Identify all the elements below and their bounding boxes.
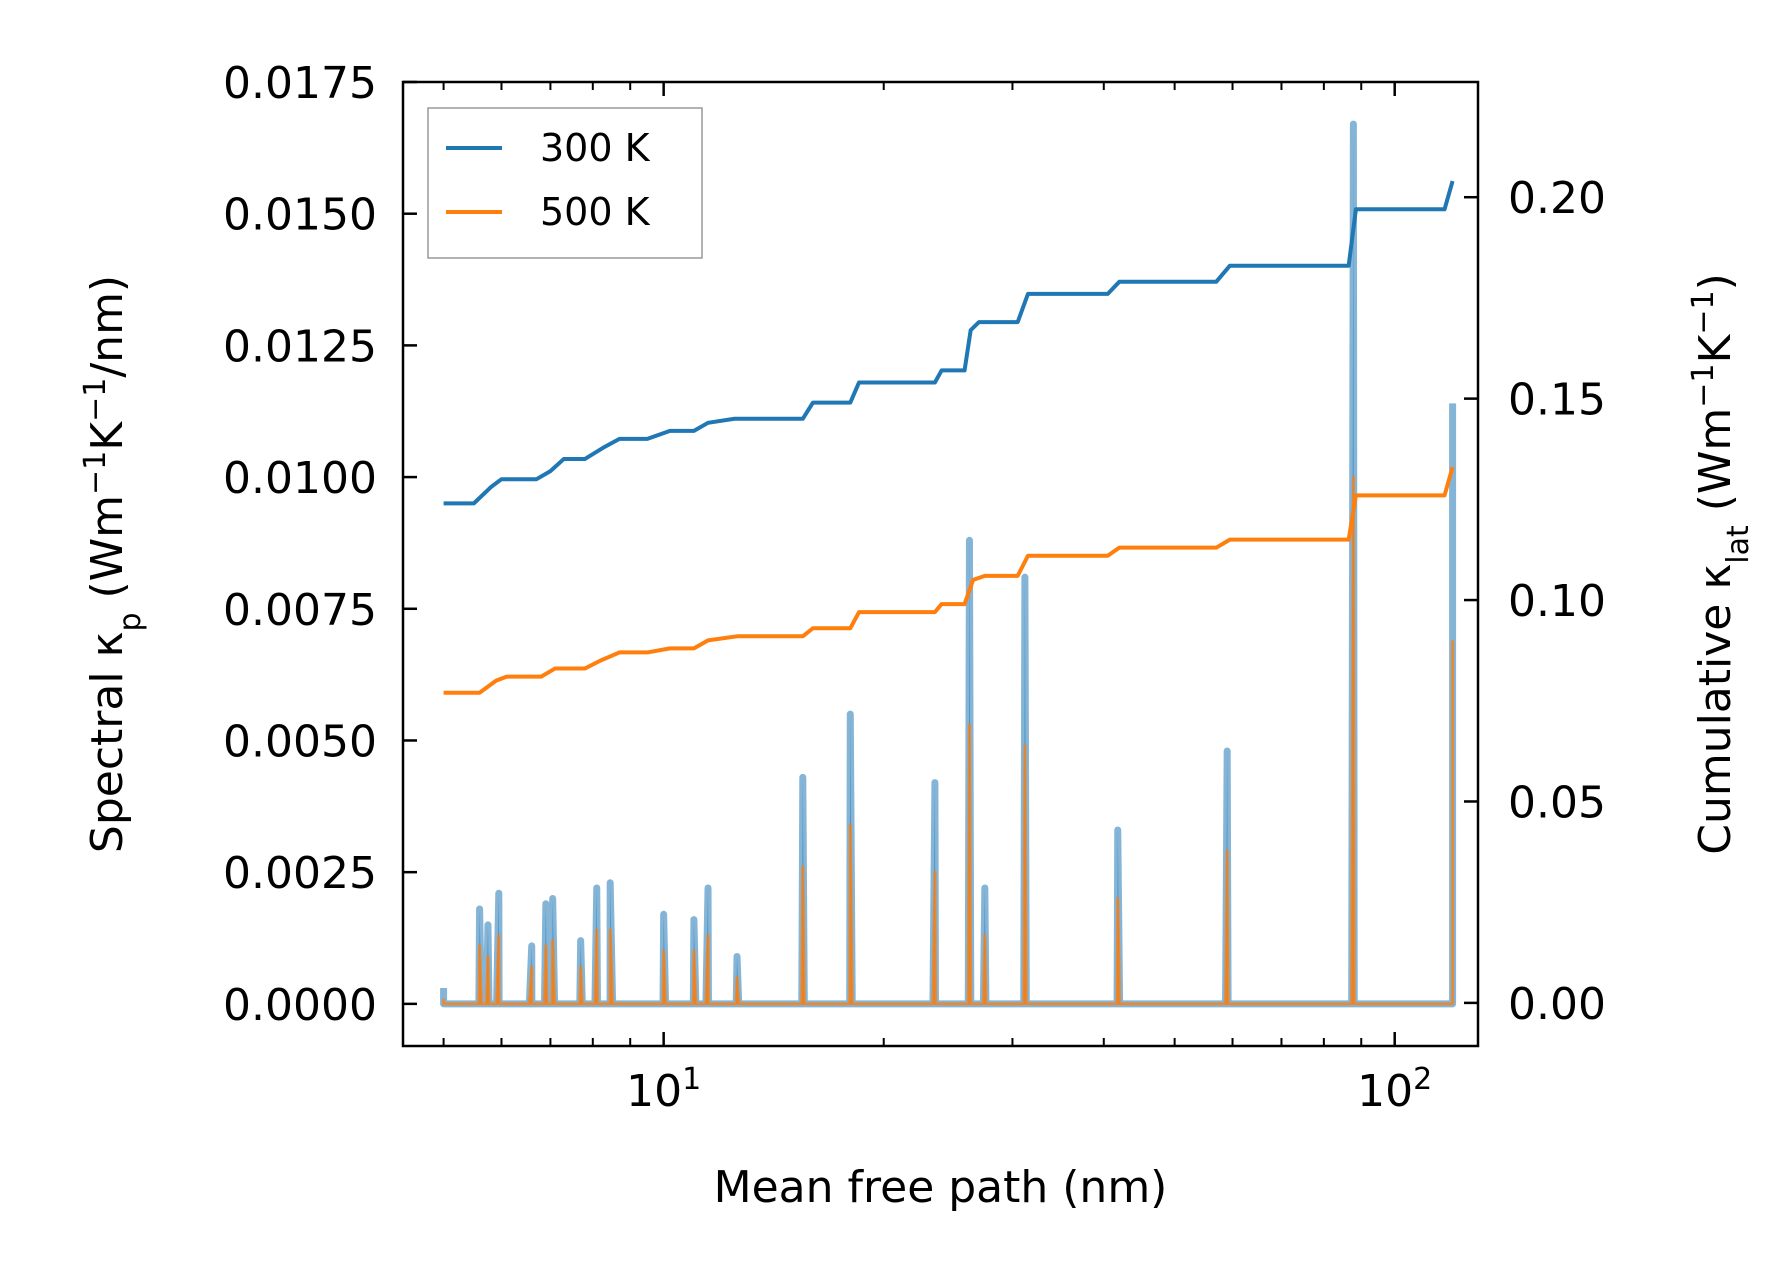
y-right-title-unit-suffix: ) (1690, 273, 1741, 290)
y-right-tick-label-3: 0.15 (1508, 375, 1606, 426)
y-left-axis-title: Spectral κp (Wm−1K−1/nm) (78, 275, 148, 853)
spectral-line-1 (442, 475, 1455, 1006)
y-left-title-unit-prefix: (Wm (82, 495, 133, 613)
legend: 300 K 500 K (427, 107, 703, 259)
y-right-title-prefix: Cumulative κ (1690, 564, 1741, 855)
x-tick-label-0: 101 (626, 1062, 701, 1118)
y-left-tick-label-2: 0.0050 (223, 716, 377, 767)
y-right-title-sup2: −1 (1686, 290, 1721, 334)
y-right-title-sup1: −1 (1686, 363, 1721, 407)
x-tick-label-base-0: 10 (626, 1066, 682, 1117)
x-axis-title: Mean free path (nm) (714, 1162, 1168, 1213)
legend-box (427, 107, 703, 259)
legend-label-500k: 500 K (540, 190, 651, 234)
ticks-layer: 0.0000 0.0025 0.0050 0.0075 0.0100 0.0125 0.01… (223, 58, 1606, 1117)
y-right-title-sub: lat (1721, 525, 1756, 564)
cumulative-line-1 (443, 466, 1455, 695)
y-right-tick-label-1: 0.05 (1508, 777, 1606, 828)
y-left-title-sup2: −1 (78, 378, 113, 422)
y-left-title-unit-mid: K (82, 421, 133, 451)
legend-label-300k: 300 K (540, 126, 651, 170)
x-tick-label-exp-1: 2 (1413, 1062, 1432, 1097)
y-left-title-sup1: −1 (78, 451, 113, 495)
y-right-axis-title: Cumulative κlat (Wm−1K−1) (1686, 273, 1756, 855)
y-left-tick-label-0: 0.0000 (223, 980, 377, 1031)
y-left-tick-label-7: 0.0175 (223, 58, 377, 109)
y-right-tick-label-4: 0.20 (1508, 173, 1606, 224)
y-right-title-unit-prefix: (Wm (1690, 408, 1741, 526)
y-left-tick-label-4: 0.0100 (223, 453, 377, 504)
y-left-tick-label-1: 0.0025 (223, 848, 377, 899)
y-left-tick-label-6: 0.0150 (223, 190, 377, 241)
x-tick-label-1: 102 (1357, 1062, 1432, 1118)
y-left-tick-label-3: 0.0075 (223, 585, 377, 636)
y-left-title-prefix: Spectral κ (82, 632, 133, 854)
x-tick-label-exp-0: 1 (682, 1062, 701, 1097)
y-left-tick-label-5: 0.0125 (223, 321, 377, 372)
y-left-title-sub: p (113, 612, 148, 631)
cumulative-layer (443, 180, 1455, 695)
spectral-layer (440, 120, 1457, 1008)
x-tick-label-base-1: 10 (1357, 1066, 1413, 1117)
y-right-tick-label-2: 0.10 (1508, 576, 1606, 627)
cumulative-line-0 (443, 180, 1455, 506)
y-right-title-unit-mid: K (1690, 333, 1741, 363)
plot-frame (401, 80, 1480, 1048)
y-right-tick-label-0: 0.00 (1508, 979, 1606, 1030)
y-left-title-unit-suffix: /nm) (82, 275, 133, 378)
